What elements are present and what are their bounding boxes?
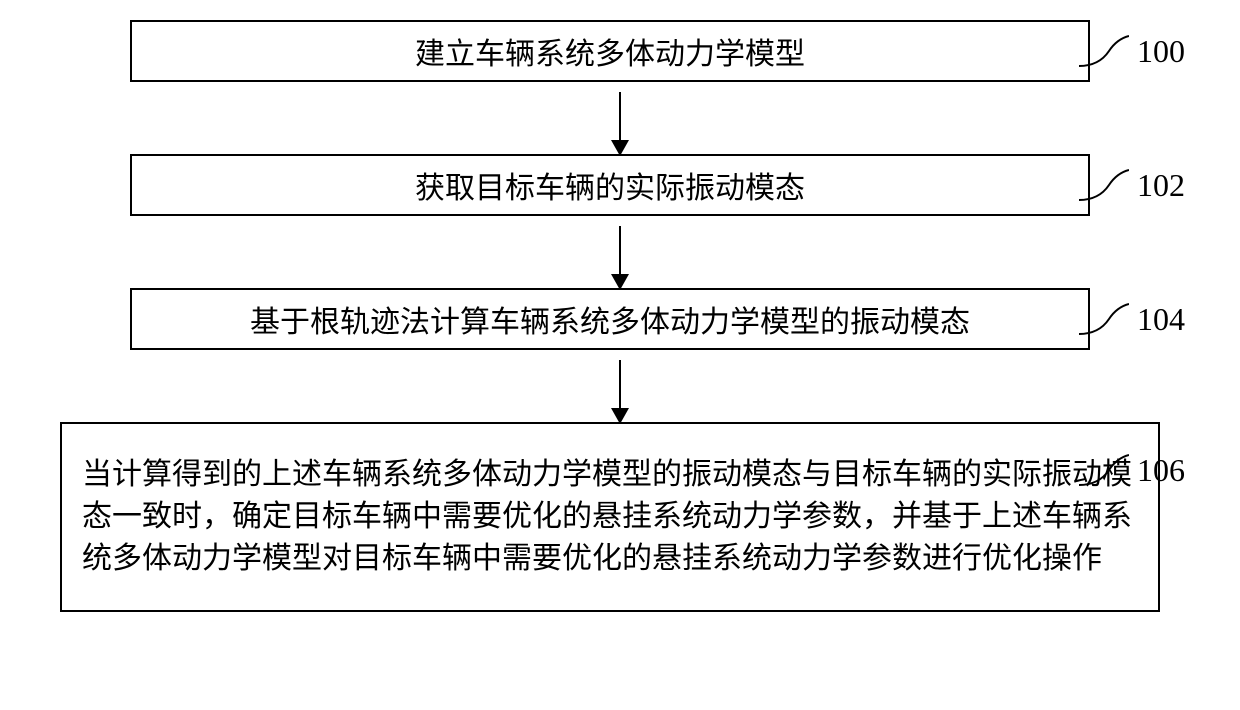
label-connector-104: 104 [1079,299,1185,339]
step-wrapper-102: 获取目标车辆的实际振动模态 102 [60,154,1180,216]
step-text-106: 当计算得到的上述车辆系统多体动力学模型的振动模态与目标车辆的实际振动模态一致时，… [82,454,1138,580]
arrow-line-icon [619,92,621,144]
label-connector-100: 100 [1079,31,1185,71]
step-text-104: 基于根轨迹法计算车辆系统多体动力学模型的振动模态 [250,297,970,341]
step-label-100: 100 [1137,33,1185,70]
step-label-102: 102 [1137,167,1185,204]
arrow-line-icon [619,226,621,278]
curve-icon [1079,299,1129,339]
step-box-102: 获取目标车辆的实际振动模态 [130,154,1090,216]
curve-icon [1079,31,1129,71]
step-wrapper-100: 建立车辆系统多体动力学模型 100 [60,20,1180,82]
step-label-104: 104 [1137,301,1185,338]
step-text-102: 获取目标车辆的实际振动模态 [415,163,805,207]
flowchart-container: 建立车辆系统多体动力学模型 100 获取目标车辆的实际振动模态 102 [60,20,1180,612]
curve-icon [1079,450,1129,490]
label-connector-106: 106 [1079,450,1185,490]
step-box-100: 建立车辆系统多体动力学模型 [130,20,1090,82]
step-box-104: 基于根轨迹法计算车辆系统多体动力学模型的振动模态 [130,288,1090,350]
step-box-106: 当计算得到的上述车辆系统多体动力学模型的振动模态与目标车辆的实际振动模态一致时，… [60,422,1160,612]
step-wrapper-104: 基于根轨迹法计算车辆系统多体动力学模型的振动模态 104 [60,288,1180,350]
label-connector-102: 102 [1079,165,1185,205]
curve-icon [1079,165,1129,205]
step-wrapper-106: 当计算得到的上述车辆系统多体动力学模型的振动模态与目标车辆的实际振动模态一致时，… [60,422,1180,612]
arrow-3 [60,350,1180,422]
arrow-line-icon [619,360,621,412]
step-label-106: 106 [1137,452,1185,489]
arrow-2 [60,216,1180,288]
step-text-100: 建立车辆系统多体动力学模型 [415,29,805,73]
arrow-1 [60,82,1180,154]
